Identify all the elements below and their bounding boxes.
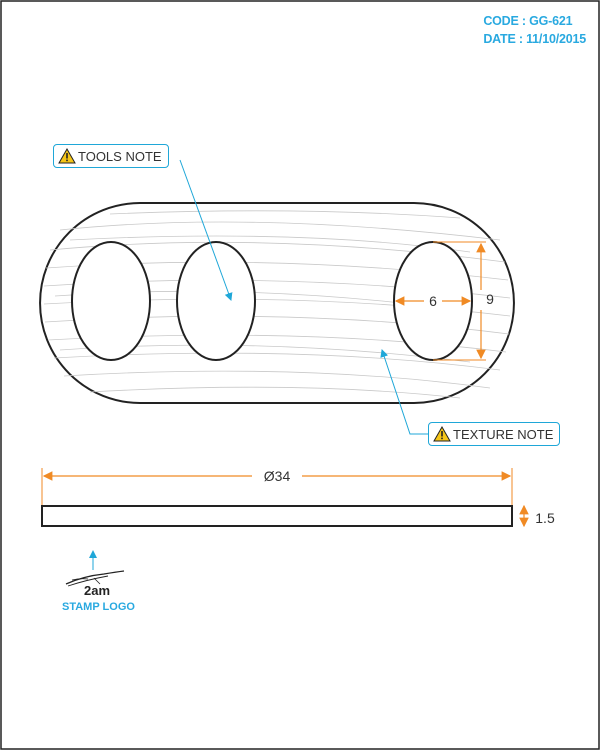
stamp-logo-text: 2am	[84, 583, 110, 598]
texture-note-leader	[380, 349, 428, 435]
tools-note-label: TOOLS NOTE	[78, 148, 162, 164]
tools-note-leader	[179, 159, 233, 301]
hole-height-dimension: 9	[433, 241, 494, 361]
hole-width-label: 6	[429, 293, 437, 309]
plate-outline	[39, 202, 515, 404]
stamp-logo-icon: 2am	[65, 570, 125, 598]
hole-middle	[176, 241, 256, 361]
diameter-label: Ø34	[264, 468, 291, 484]
thickness-label: 1.5	[535, 510, 555, 526]
texture-note-callout[interactable]: TEXTURE NOTE	[428, 422, 561, 446]
warning-icon	[433, 426, 451, 442]
hole-width-dimension: 6	[394, 293, 472, 309]
texture-note-label: TEXTURE NOTE	[453, 426, 554, 442]
plate-side-view	[41, 505, 513, 527]
stamp-logo-label: STAMP LOGO	[62, 601, 135, 613]
diameter-dimension: Ø34	[41, 468, 513, 505]
title-block: CODE : GG-621 DATE : 11/10/2015	[483, 12, 586, 48]
drawing-code: CODE : GG-621	[483, 14, 573, 28]
drawing-date: DATE : 11/10/2015	[483, 32, 586, 46]
hole-left	[71, 241, 151, 361]
thickness-dimension: 1.5	[519, 504, 555, 528]
tools-note-callout[interactable]: TOOLS NOTE	[53, 144, 169, 168]
hole-height-label: 9	[486, 291, 494, 307]
plate-top-view	[39, 202, 515, 404]
warning-icon	[58, 148, 76, 164]
